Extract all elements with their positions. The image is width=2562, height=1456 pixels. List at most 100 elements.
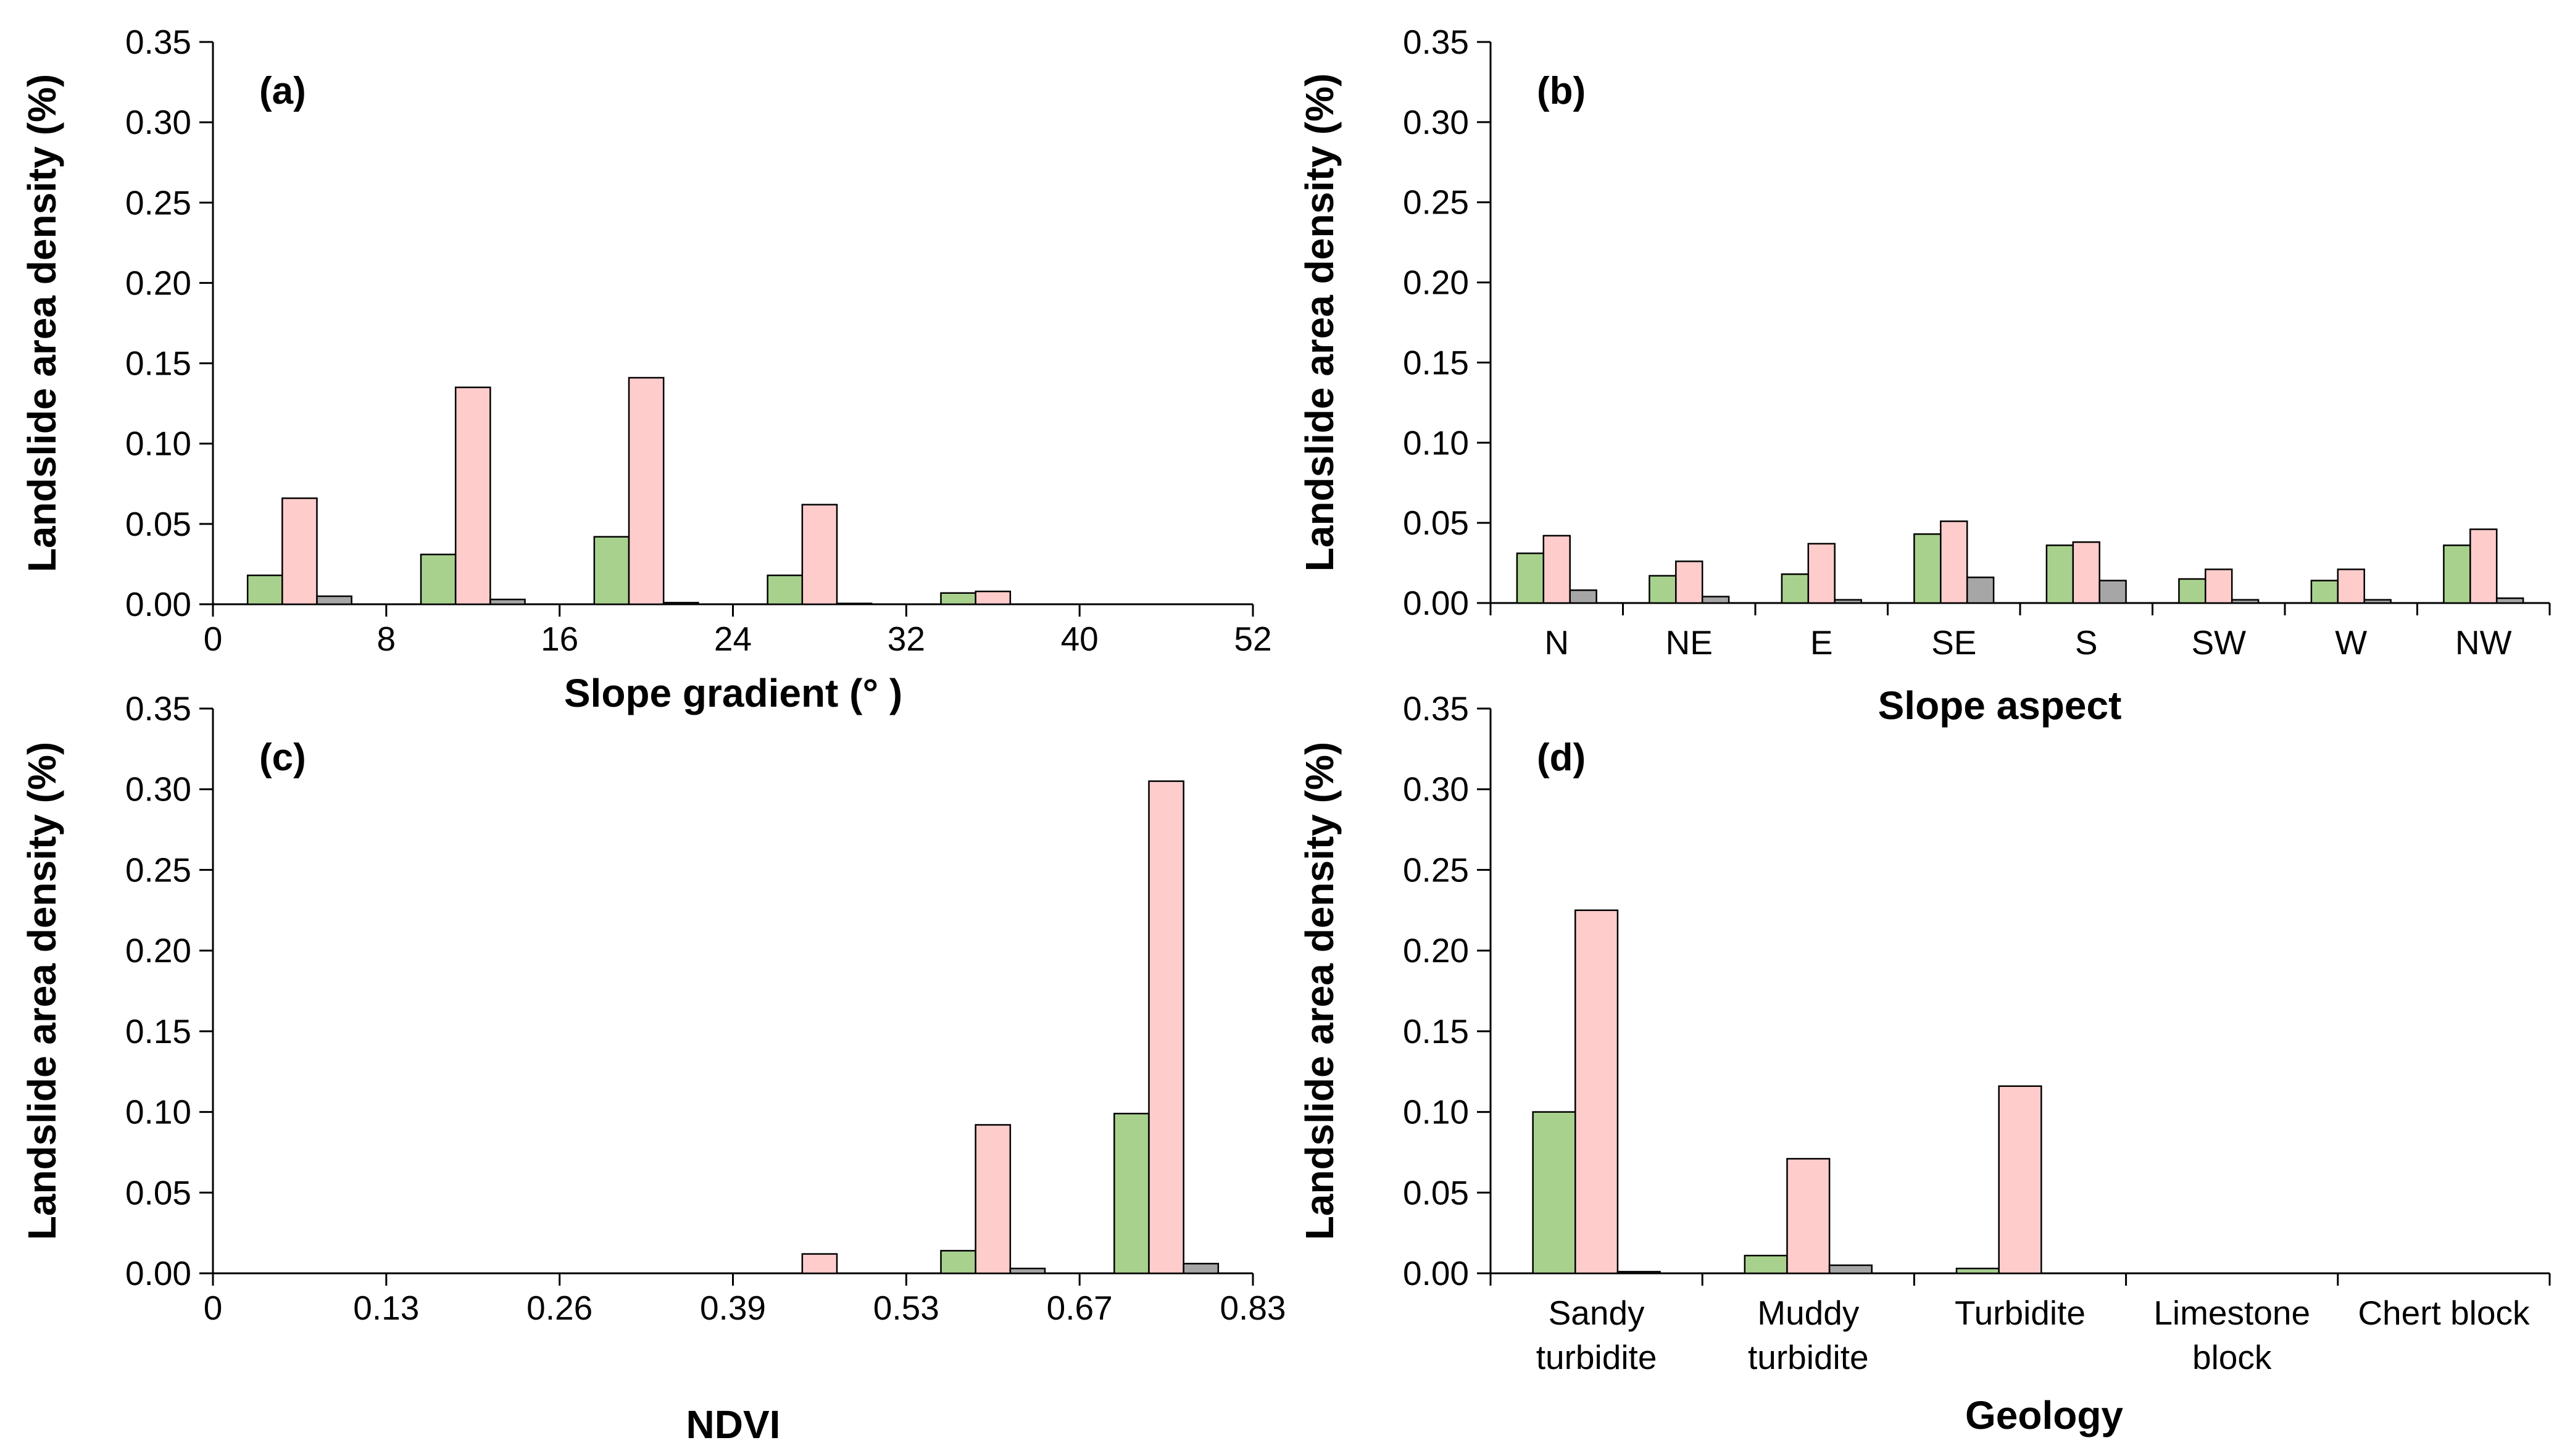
y-tick-label: 0.25 [125, 183, 191, 222]
bar-series-3 [1569, 589, 1597, 604]
x-tick-label: 0.26 [526, 1289, 593, 1327]
bar-series-1 [2443, 544, 2471, 604]
x-tick-label: 0.13 [353, 1289, 419, 1327]
y-tick-label: 0.35 [1403, 23, 1469, 61]
y-axis-label: Landslide area density (%) [1297, 73, 1342, 572]
x-category-label: Limestone block [2153, 1294, 2310, 1376]
x-tick-label: 0.53 [873, 1289, 939, 1327]
bar-series-2 [801, 1253, 838, 1275]
x-category-label: S [2075, 623, 2098, 662]
panel-label: (d) [1537, 736, 1586, 779]
y-tick-label: 0.30 [125, 770, 191, 809]
y-tick-label: 0.00 [125, 1254, 191, 1292]
x-tick-label: 40 [1061, 620, 1099, 658]
bar-series-1 [420, 554, 457, 605]
bar-series-1 [2045, 544, 2074, 604]
y-axis-label: Landslide area density (%) [20, 74, 64, 572]
bar-series-1 [940, 592, 976, 605]
x-tick-label: 0.83 [1220, 1289, 1286, 1327]
bar-series-3 [2495, 597, 2524, 604]
bar-series-1 [1649, 575, 1677, 604]
x-tick-label: 0 [204, 1289, 223, 1327]
bar-series-1 [1955, 1267, 2000, 1275]
y-tick-label: 0.30 [1403, 770, 1469, 809]
bar-series-1 [1913, 533, 1942, 604]
bar-series-3 [489, 598, 526, 605]
y-tick-label: 0.25 [1403, 183, 1469, 222]
x-category-label: E [1810, 623, 1833, 662]
y-axis-label: Landslide area density (%) [1297, 742, 1342, 1240]
bar-series-2 [1807, 543, 1836, 604]
y-tick-label: 0.30 [125, 103, 191, 141]
bar-series-2 [975, 1124, 1012, 1275]
bar-series-2 [454, 386, 491, 605]
bar-series-2 [1574, 909, 1619, 1275]
x-tick-label: 16 [541, 620, 578, 658]
bar-series-2 [2205, 568, 2233, 604]
y-tick-label: 0.15 [125, 1012, 191, 1050]
bar-series-2 [628, 376, 665, 605]
bar-series-3 [1616, 1271, 1661, 1275]
bar-series-3 [1966, 576, 1995, 604]
panel-b: 0.00 0.05 0.10 0.15 0.20 0.25 0.30 0.35 Landslid… [1297, 23, 2551, 728]
bar-series-2 [1940, 520, 1968, 604]
x-tick-label: 0.67 [1047, 1289, 1113, 1327]
bar-series-3 [2098, 580, 2127, 604]
panel-d: 0.00 0.05 0.10 0.15 0.20 0.25 0.30 0.35 Landslid… [1297, 689, 2551, 1437]
y-tick-label: 0.05 [125, 505, 191, 543]
bar-series-3 [316, 595, 352, 605]
y-tick-label: 0.05 [125, 1173, 191, 1212]
x-category-label: Chert block [2358, 1294, 2530, 1332]
bar-series-2 [1148, 780, 1184, 1275]
y-tick-label: 0.10 [125, 425, 191, 463]
bar-series-2 [1998, 1085, 2042, 1275]
x-tick-label: 24 [714, 620, 752, 658]
y-tick-label: 0.10 [1403, 423, 1469, 462]
x-axis-label: Slope aspect [1878, 683, 2122, 728]
bar-series-1 [1532, 1111, 1576, 1275]
x-tick-label: 8 [377, 620, 396, 658]
y-tick-label: 0.20 [1403, 264, 1469, 302]
x-axis-label: NDVI [686, 1402, 781, 1447]
bar-series-2 [1542, 535, 1571, 604]
bar-series-2 [975, 590, 1012, 605]
bar-series-1 [2178, 578, 2206, 604]
x-category-label: Sandy turbidite [1536, 1294, 1657, 1376]
y-tick-label: 0.15 [1403, 343, 1469, 381]
bar-series-1 [1781, 573, 1810, 604]
bar-series-1 [593, 536, 630, 605]
x-tick-label: 32 [888, 620, 925, 658]
panel-a: 0.00 0.05 0.10 0.15 0.20 0.25 0.30 0.35 Landslid… [20, 23, 1272, 715]
y-tick-label: 0.00 [125, 585, 191, 623]
panel-c: 0.00 0.05 0.10 0.15 0.20 0.25 0.30 0.35 Landslid… [20, 689, 1286, 1447]
y-tick-label: 0.10 [1403, 1093, 1469, 1131]
bar-series-1 [1113, 1112, 1150, 1275]
y-tick-label: 0.30 [1403, 103, 1469, 141]
bar-series-1 [246, 574, 283, 605]
y-tick-label: 0.05 [1403, 504, 1469, 542]
panel-label: (a) [259, 70, 306, 112]
x-category-label: Muddy turbidite [1748, 1294, 1869, 1376]
x-category-label: NW [2455, 623, 2512, 662]
x-axis-label: Slope gradient (° ) [564, 671, 902, 715]
bar-series-1 [1516, 552, 1545, 604]
y-tick-label: 0.00 [1403, 1254, 1469, 1292]
bar-series-2 [2337, 568, 2365, 604]
y-axis-label: Landslide area density (%) [20, 742, 64, 1240]
y-tick-label: 0.25 [125, 851, 191, 889]
bar-series-3 [662, 602, 699, 605]
bar-series-3 [1183, 1263, 1220, 1275]
bar-series-1 [1744, 1254, 1788, 1275]
y-tick-label: 0.15 [1403, 1012, 1469, 1050]
bar-series-3 [1009, 1267, 1046, 1275]
bar-series-2 [1786, 1158, 1831, 1275]
y-tick-label: 0.35 [1403, 689, 1469, 728]
y-tick-label: 0.00 [1403, 584, 1469, 622]
y-tick-label: 0.35 [125, 689, 191, 728]
bar-series-2 [801, 504, 838, 605]
x-axis-label: Geology [1965, 1393, 2123, 1437]
x-category-label: N [1544, 623, 1569, 662]
x-category-label: Turbidite [1955, 1294, 2086, 1332]
y-tick-label: 0.05 [1403, 1173, 1469, 1212]
